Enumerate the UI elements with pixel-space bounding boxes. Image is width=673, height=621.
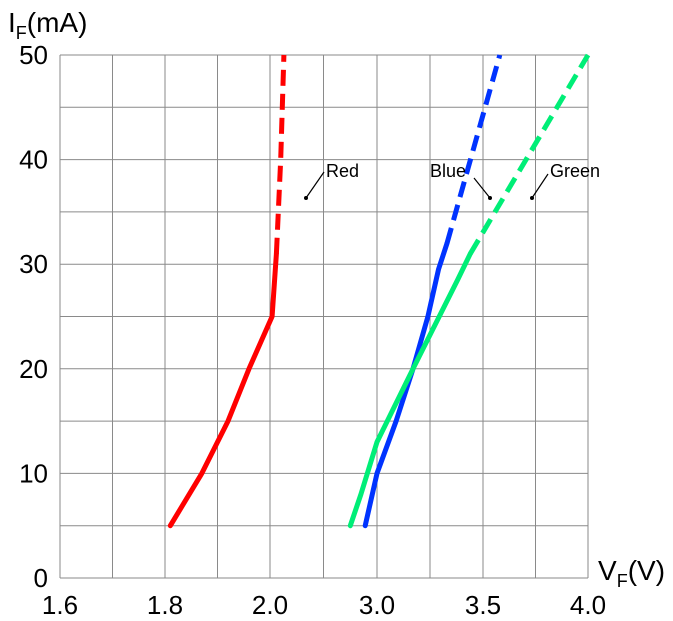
leader-green-arrow [530,196,534,200]
series-green-dashed-line [468,53,591,255]
leader-layer [304,171,549,200]
series-red-dashed-line [273,54,287,254]
series-layer [167,53,591,529]
leader-red-arrow [304,196,308,200]
series-red-solid-line [167,251,279,529]
y-tick-label: 10 [19,458,48,488]
series-label-blue: Blue [430,161,466,181]
tick-labels: 0 10 20 30 40 50 1.6 1.8 2.0 3.0 3.5 4.0 [19,40,606,620]
x-axis-title: VF(V) [598,555,665,591]
grid [59,54,589,579]
series-label-red: Red [326,161,359,181]
x-tick-label: 1.8 [147,590,183,620]
leader-blue-line [473,177,491,199]
leader-green-line [531,173,549,199]
y-tick-label: 30 [19,249,48,279]
y-tick-label: 0 [34,563,48,593]
series-label-green: Green [550,161,600,181]
y-tick-label: 50 [19,40,48,70]
leader-red-line [305,171,325,199]
x-tick-label: 3.0 [359,590,395,620]
x-tick-label: 2.0 [252,590,288,620]
y-axis-title: IF(mA) [8,7,87,43]
x-tick-label: 4.0 [570,590,606,620]
y-tick-label: 20 [19,354,48,384]
y-tick-label: 40 [19,145,48,175]
series-blue-dashed-line [444,54,503,244]
x-tick-label: 3.5 [465,590,501,620]
series-green-solid-line [347,251,473,529]
x-tick-label: 1.6 [42,590,78,620]
leader-blue-arrow [488,196,492,200]
